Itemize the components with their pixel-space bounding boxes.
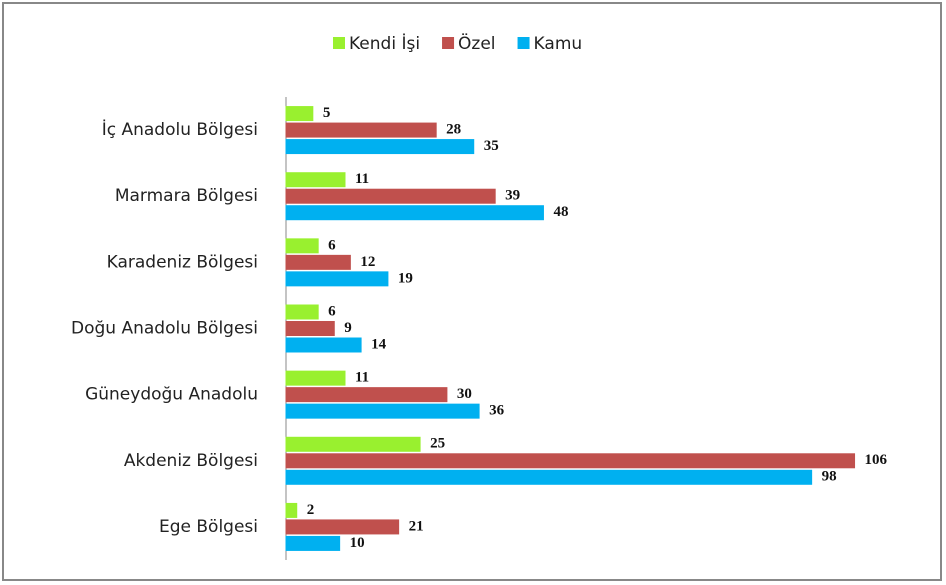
value-label: 14 xyxy=(371,336,387,352)
value-label: 19 xyxy=(398,270,413,286)
value-label: 6 xyxy=(328,237,336,253)
bar xyxy=(285,238,319,254)
bar xyxy=(285,205,544,221)
value-label: 11 xyxy=(355,171,369,187)
value-label: 36 xyxy=(489,403,505,419)
y-tick-label: İç Anadolu Bölgesi xyxy=(102,119,258,140)
value-label: 48 xyxy=(553,204,568,220)
legend-label: Kamu xyxy=(534,34,583,54)
bar xyxy=(285,469,813,485)
legend-label: Özel xyxy=(458,32,496,54)
legend-swatch xyxy=(517,37,530,49)
value-label: 30 xyxy=(457,386,472,402)
value-label: 12 xyxy=(360,254,375,270)
bar xyxy=(285,139,475,155)
value-label: 5 xyxy=(323,105,331,121)
bar xyxy=(285,304,319,320)
bar xyxy=(285,106,314,122)
bar xyxy=(285,271,389,287)
value-label: 11 xyxy=(355,370,369,386)
value-label: 39 xyxy=(505,188,520,204)
bar xyxy=(285,172,346,188)
value-label: 6 xyxy=(328,303,336,319)
bar xyxy=(285,370,346,386)
legend-label: Kendi İşi xyxy=(349,33,420,54)
bar xyxy=(285,321,335,336)
y-tick-label: Doğu Anadolu Bölgesi xyxy=(71,319,258,339)
bar xyxy=(285,403,480,419)
value-label: 10 xyxy=(350,535,365,551)
legend-swatch xyxy=(442,37,455,49)
bar xyxy=(285,387,448,403)
y-tick-label: Güneydoğu Anadolu xyxy=(85,385,258,405)
value-label: 2 xyxy=(307,502,315,518)
value-label: 106 xyxy=(865,452,888,468)
bar xyxy=(285,188,496,204)
bar xyxy=(285,337,362,353)
y-tick-label: Akdeniz Bölgesi xyxy=(124,451,258,471)
value-label: 21 xyxy=(409,518,424,534)
bar xyxy=(285,436,421,452)
y-tick-label: Karadeniz Bölgesi xyxy=(107,252,258,272)
bar xyxy=(285,502,298,518)
value-label: 35 xyxy=(484,138,499,154)
y-tick-label: Marmara Bölgesi xyxy=(115,186,258,206)
bar xyxy=(285,254,351,270)
bar xyxy=(285,535,341,551)
bar xyxy=(285,453,856,469)
value-label: 98 xyxy=(822,469,837,485)
value-label: 25 xyxy=(430,436,445,452)
value-label: 28 xyxy=(446,122,461,138)
bar xyxy=(285,122,437,138)
legend-swatch xyxy=(333,37,345,49)
y-tick-label: Ege Bölgesi xyxy=(159,517,258,537)
bar xyxy=(285,519,400,535)
value-label: 9 xyxy=(344,320,352,336)
